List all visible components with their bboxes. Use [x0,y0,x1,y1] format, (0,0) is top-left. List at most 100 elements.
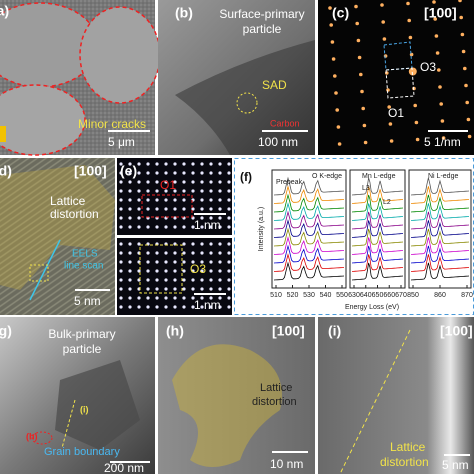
atom-column [200,225,204,229]
atom-column [119,305,123,309]
diffraction-spot [432,0,436,4]
atom-column [209,242,213,246]
diffraction-spot [381,20,386,24]
tick-label: 640 [360,292,372,299]
diffraction-spot [463,66,467,71]
atom-column [128,251,132,255]
diffraction-spot [388,122,393,126]
spectrum [351,177,404,196]
atom-column [146,305,150,309]
atom-column [119,296,123,300]
atom-column [218,278,222,282]
annotation: O1 [160,178,176,192]
atom-column [128,242,132,246]
atom-column [137,225,141,229]
atom-column [191,171,195,175]
tick-label: 660 [383,292,395,299]
panel-label: (e) [120,163,137,179]
atom-column [209,216,213,220]
spectrum [351,203,404,221]
atom-column [146,162,150,166]
diffraction-spot [333,74,337,78]
atom-column [191,225,195,229]
panel-f: (f) Prepeak O K-edge Mn L-edge Ni L-edge… [234,158,474,315]
annotation: Lattice [50,194,86,208]
atom-column [227,287,231,291]
annotation: Grain boundary [44,446,120,458]
atom-column [200,260,204,264]
atom-column [155,260,159,264]
diffraction-spot [435,51,440,55]
atom-column [173,260,177,264]
atom-column [227,260,231,264]
atom-column [155,180,159,184]
atom-column [227,198,231,202]
spectrum [351,211,404,230]
atom-column [191,207,195,211]
atom-column [191,296,195,300]
atom-column [164,287,168,291]
diffraction-spot [433,17,438,21]
atom-column [173,305,177,309]
atom-column [173,171,177,175]
atom-column [119,207,123,211]
atom-column [227,251,231,255]
panel-title: particle [63,342,102,356]
edge-label: Ni L-edge [428,173,458,180]
diffraction-spot [382,37,387,41]
atom-column [209,287,213,291]
atom-column [155,225,159,229]
atom-column [200,287,204,291]
diffraction-spot [408,35,413,40]
spectrum [273,244,345,264]
atom-column [191,305,195,309]
atom-column [209,198,213,202]
atom-column [128,180,132,184]
atom-column [227,242,231,246]
diffraction-spot [438,85,442,89]
atom-column [227,171,231,175]
tick-label: 630 [348,292,360,299]
atom-column [227,189,231,193]
spectrum [273,210,345,230]
atom-column [164,251,168,255]
spectrum [273,193,345,213]
atom-column [200,251,204,255]
spectrum [273,261,345,281]
tick-label: 860 [434,292,446,299]
tick-label: 850 [407,292,419,299]
atom-column [128,305,132,309]
diffraction-spot [329,23,334,27]
spectrum [273,253,345,272]
atom-column [218,198,222,202]
atom-column [146,225,150,229]
atom-column [155,198,159,202]
panel-e: (e) O1 1 nm O3 1 nm [117,158,232,315]
diffraction-spot [360,89,364,94]
atom-column [191,278,195,282]
spectrum [351,220,404,238]
diffraction-spot [407,18,412,23]
panel-label: (i) [328,323,341,339]
diffraction-spot [409,52,414,57]
panel-title: Bulk-primary [48,327,115,341]
atom-column [227,305,231,309]
atom-column [200,296,204,300]
panel-label: (f) [240,170,252,184]
spectrum [351,262,404,281]
atom-column [128,269,132,273]
atom-column [191,242,195,246]
annotation: O3 [420,60,436,74]
atom-column [137,216,141,220]
atom-column [191,287,195,291]
diffraction-spot [357,55,362,60]
atom-column [146,198,150,202]
atom-column [173,180,177,184]
atom-column [182,296,186,300]
atom-column [146,296,150,300]
atom-column [191,251,195,255]
atom-column [218,287,222,291]
atom-column [119,225,123,229]
atom-column [200,278,204,282]
